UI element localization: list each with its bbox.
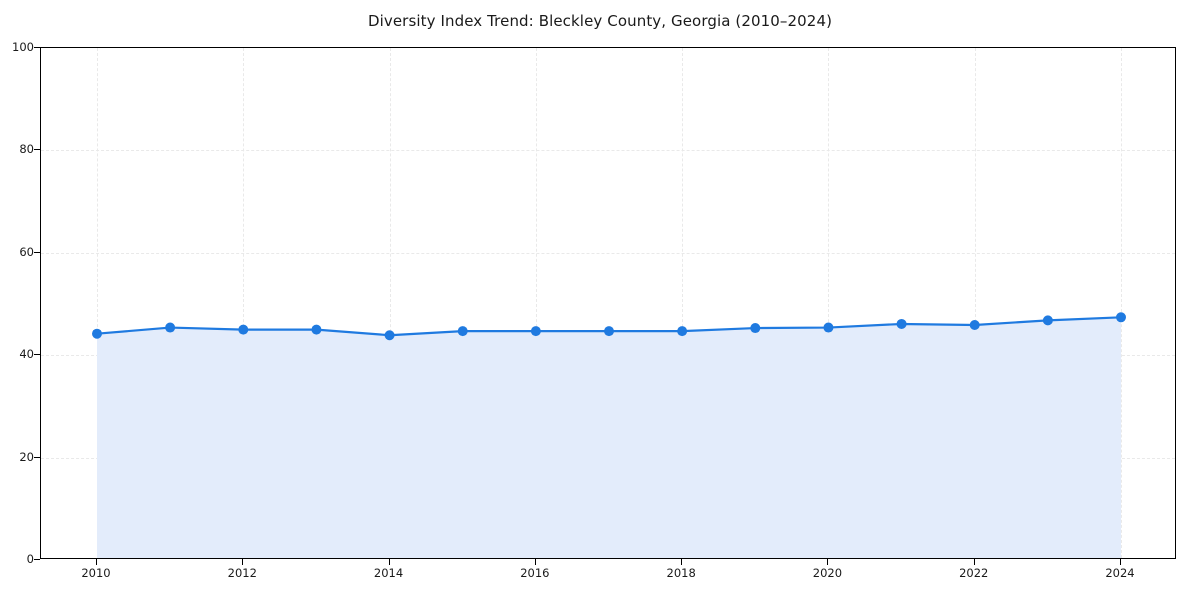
- x-axis-tick-label: 2014: [373, 566, 404, 580]
- data-point-marker: [384, 330, 395, 341]
- data-point-marker: [530, 326, 541, 337]
- x-axis-tick-label: 2018: [666, 566, 696, 580]
- data-point-marker: [92, 328, 102, 339]
- x-axis-tick-label: 2010: [81, 566, 111, 580]
- gridline-vertical: [243, 48, 245, 558]
- data-point-marker: [165, 322, 176, 333]
- x-axis-tick-label: 2024: [1105, 566, 1135, 580]
- gridline-vertical: [828, 48, 830, 558]
- gridline-horizontal: [41, 252, 1175, 254]
- y-axis-tick-mark: [34, 251, 40, 253]
- data-point-markers: [92, 312, 1126, 341]
- y-axis-tick-label: 80: [19, 142, 34, 157]
- x-axis-tick-mark: [1120, 559, 1121, 565]
- x-axis-tick-mark: [827, 559, 829, 565]
- x-axis-tick-mark: [534, 559, 536, 565]
- x-axis-tick-mark: [96, 559, 97, 565]
- area-fill: [97, 317, 1121, 558]
- gridline-vertical: [974, 48, 976, 558]
- data-point-marker: [750, 323, 761, 334]
- gridline-vertical: [97, 48, 98, 558]
- gridline-horizontal: [41, 150, 1175, 152]
- data-point-marker: [823, 322, 834, 333]
- y-axis-tick-mark: [34, 559, 40, 560]
- y-axis-tick-mark: [34, 149, 40, 151]
- x-axis-tick-mark: [388, 559, 390, 565]
- data-point-marker: [311, 324, 322, 335]
- data-point-marker: [238, 324, 249, 335]
- x-axis-tick-label: 2022: [959, 566, 989, 580]
- x-axis-tick-mark: [242, 559, 244, 565]
- x-axis-tick-label: 2016: [520, 566, 550, 580]
- gridline-vertical: [389, 48, 391, 558]
- data-point-marker: [1042, 315, 1053, 326]
- y-axis-tick-label: 60: [19, 244, 34, 259]
- chart-title: Diversity Index Trend: Bleckley County, …: [367, 12, 833, 30]
- y-axis-tick-mark: [34, 354, 40, 356]
- data-point-marker: [1116, 312, 1126, 323]
- data-point-marker: [896, 318, 907, 329]
- gridline-vertical: [535, 48, 537, 558]
- y-axis-tick-label: 0: [26, 552, 34, 566]
- data-point-marker: [457, 326, 468, 337]
- y-axis-tick-label: 40: [19, 347, 34, 362]
- plot-area: [40, 47, 1176, 559]
- x-axis-tick-label: 2020: [812, 566, 843, 580]
- data-point-marker: [969, 319, 980, 330]
- y-axis-tick-mark: [34, 456, 40, 458]
- gridline-vertical: [1121, 48, 1122, 558]
- x-axis-tick-label: 2012: [227, 566, 257, 580]
- y-axis-tick-label: 20: [19, 449, 34, 464]
- y-axis-tick-mark: [34, 47, 40, 48]
- line-series-diversity-index: [92, 312, 1126, 558]
- data-point-marker: [604, 326, 614, 337]
- y-axis-tick-label: 100: [12, 40, 34, 54]
- gridline-vertical: [682, 48, 684, 558]
- data-point-marker: [677, 326, 688, 337]
- x-axis-tick-mark: [973, 559, 975, 565]
- x-axis-tick-mark: [681, 559, 683, 565]
